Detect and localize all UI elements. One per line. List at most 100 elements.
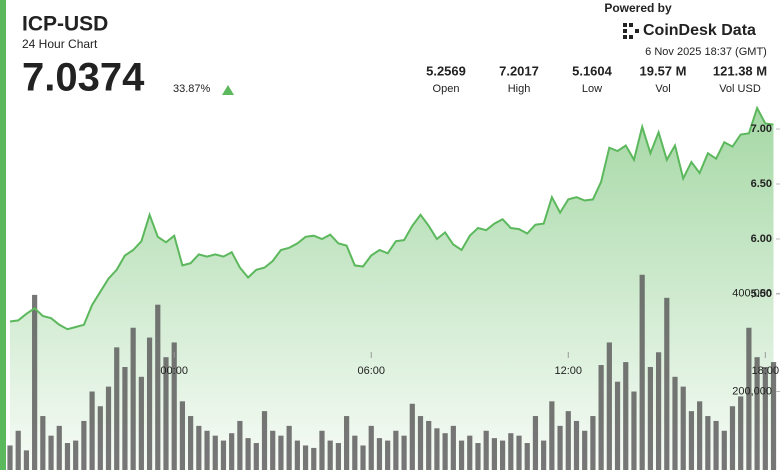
volume-bar [565,411,571,470]
volume-bar [220,440,227,470]
volume-bar [319,430,325,470]
y2-tick-label: 400,000 [732,287,772,299]
volume-bar [631,391,637,470]
stat-value: 121.38 M [713,63,767,78]
volume-bar [368,425,374,470]
volume-bar [475,443,481,470]
stat-value: 5.1604 [572,63,613,78]
subtitle: 24 Hour Chart [22,37,98,51]
volume-bar [655,352,662,470]
volume-bar [664,297,670,470]
y2-tick-label: 200,000 [732,385,772,397]
stat-label: Open [433,83,460,95]
volume-bar [229,433,235,470]
volume-bar [729,406,736,470]
volume-bar [352,435,358,470]
volume-bar [401,435,407,470]
volume-bar [188,416,194,470]
volume-bar [500,440,506,470]
volume-bar [573,420,580,470]
volume-bar [532,416,539,470]
volume-bar [524,443,530,470]
volume-bar [171,342,177,470]
volume-bar [491,438,497,470]
volume-bar [647,366,653,470]
volume-bar [196,425,202,470]
volume-bar [105,386,112,470]
stat-label: High [508,83,531,95]
volume-bar [237,420,243,470]
volume-bar [89,391,95,470]
x-tick-label: 12:00 [555,365,583,377]
volume-bar [598,365,604,470]
volume-bar [114,347,120,470]
change: 33.87% [173,83,211,95]
volume-bar [15,430,21,470]
volume-bar [179,401,186,470]
volume-bar [302,445,309,470]
volume-bar [73,440,79,470]
volume-bar [64,443,71,470]
title: ICP-USD [22,13,108,36]
y-tick-label: 6.50 [751,178,772,190]
stats: 5.2569 Open 7.2017 High 5.1604 Low 19.57 M Vol 1… [426,63,767,94]
stat-label: Vol [655,83,670,95]
volume-bar [56,425,62,470]
volume-bar [557,425,563,470]
y-tick-label: 5.50 [751,288,772,300]
volume-bar [409,403,415,470]
volume-bar [7,445,13,470]
volume-bar [344,416,350,470]
volume-bar [582,430,588,470]
last-price: 7.0374 [22,56,145,100]
volume-bar [508,433,514,470]
volume-bar [270,430,276,470]
logo [623,23,639,39]
volume-bar [130,327,136,470]
volume-bar [754,357,760,470]
price-line [9,105,774,331]
powered-by: Powered by [604,1,672,15]
y-tick-label: 7.00 [751,123,772,135]
price-area [10,108,774,470]
volume-bar [458,440,465,470]
volume-bar [738,396,744,470]
volume-bar [385,440,391,470]
stat-value: 5.2569 [426,63,466,78]
volume-bar [294,440,300,470]
volume-bar [614,381,621,470]
volume-bar [697,401,703,470]
volume-bar [212,435,218,470]
volume-bar [253,443,259,470]
volume-bar [48,435,54,470]
volume-bar [146,337,153,470]
volume-bar [97,406,103,470]
volume-bar [163,357,169,470]
x-tick-label: 06:00 [357,365,385,377]
volume-bar [393,430,399,470]
volume-bar [746,327,752,470]
accent-bar [0,0,6,470]
up-arrow [222,85,234,95]
volume-bar [278,435,284,470]
y-tick-label: 6.00 [751,233,772,245]
stat-label: Vol USD [719,83,761,95]
volume-bar [639,274,645,470]
volume-bar [450,425,456,470]
volume-bar [417,416,424,470]
volume-bar [32,294,38,470]
volume-bar [680,386,686,470]
volume-bar [721,430,727,470]
volume-bar [762,366,768,470]
volume-bar [122,366,128,470]
volume-bar [286,425,292,470]
volume-bar [155,304,161,470]
volume-bar [713,420,719,470]
volume-bar [81,420,87,470]
volume-bar [672,376,678,470]
volume-bar [483,430,489,470]
brand-name: CoinDesk Data [643,22,756,39]
volume-bar [623,362,629,470]
